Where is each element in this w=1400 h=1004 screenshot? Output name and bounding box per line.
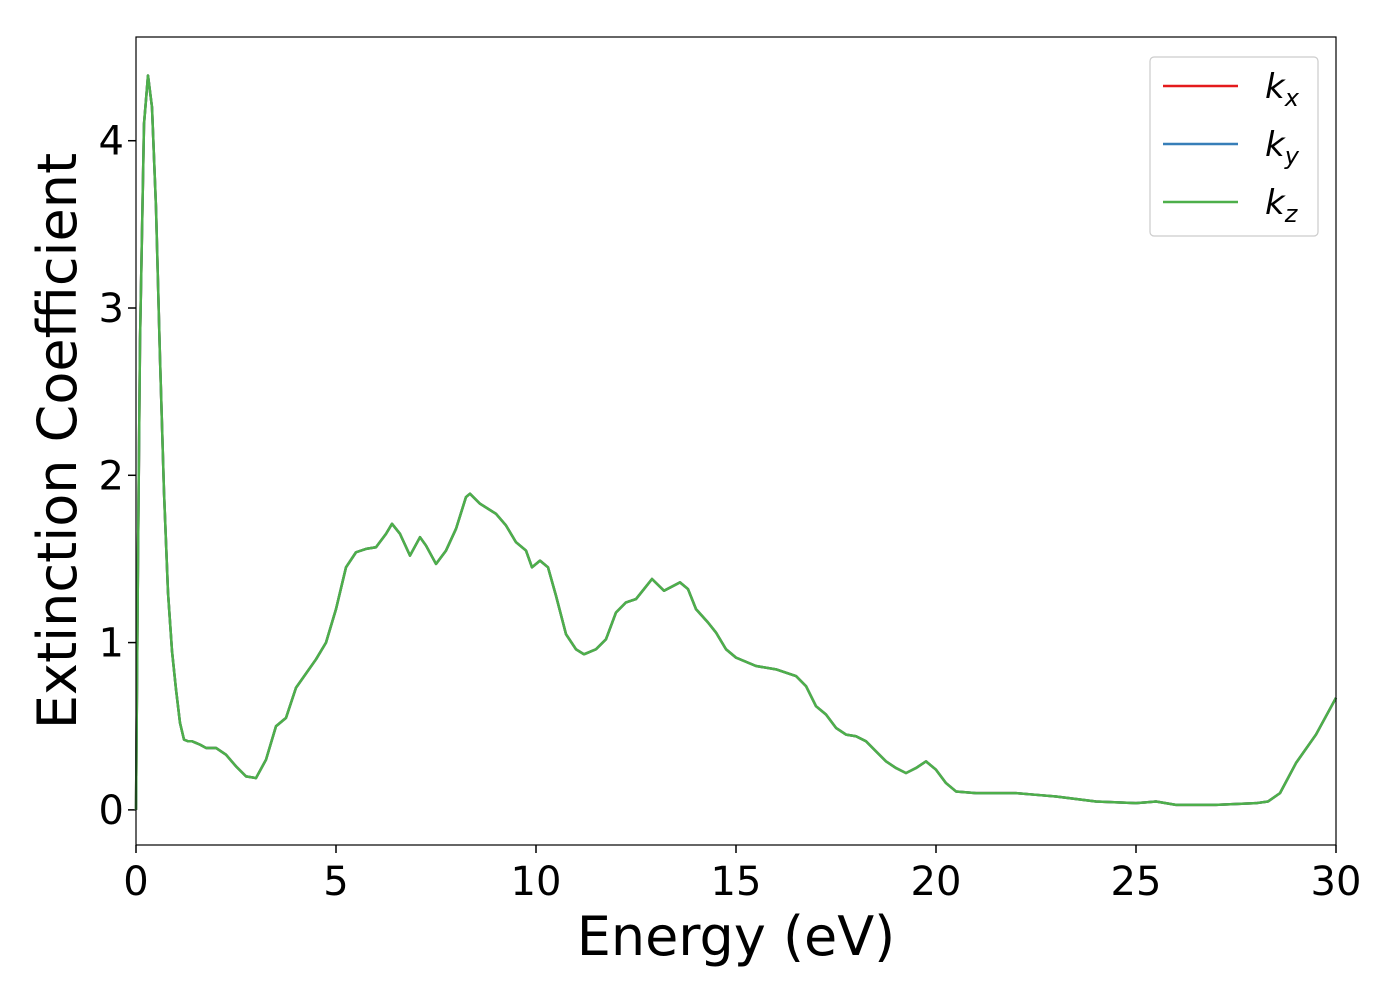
plot-frame	[135, 36, 1337, 846]
data-line	[134, 74, 1338, 810]
legend-label: kx	[1265, 67, 1300, 112]
y-axis-label: Extinction Coefficient	[26, 153, 89, 729]
x-tick-label: 25	[1111, 859, 1162, 905]
legend-label: kz	[1265, 183, 1299, 228]
x-tick-label: 10	[511, 859, 562, 905]
y-tick-label: 3	[99, 286, 124, 332]
y-tick-label: 4	[99, 119, 124, 165]
x-tick-label: 20	[911, 859, 962, 905]
x-tick-label: 0	[123, 859, 148, 905]
legend-box	[1149, 56, 1319, 237]
x-tick-label: 15	[711, 859, 762, 905]
x-tick-label: 30	[1311, 859, 1362, 905]
x-tick-label: 5	[323, 859, 348, 905]
y-tick-label: 2	[99, 453, 124, 499]
y-tick-label: 0	[99, 788, 124, 834]
y-tick-label: 1	[99, 621, 124, 667]
x-axis-label: Energy (eV)	[577, 905, 896, 968]
legend-label: ky	[1265, 125, 1300, 170]
